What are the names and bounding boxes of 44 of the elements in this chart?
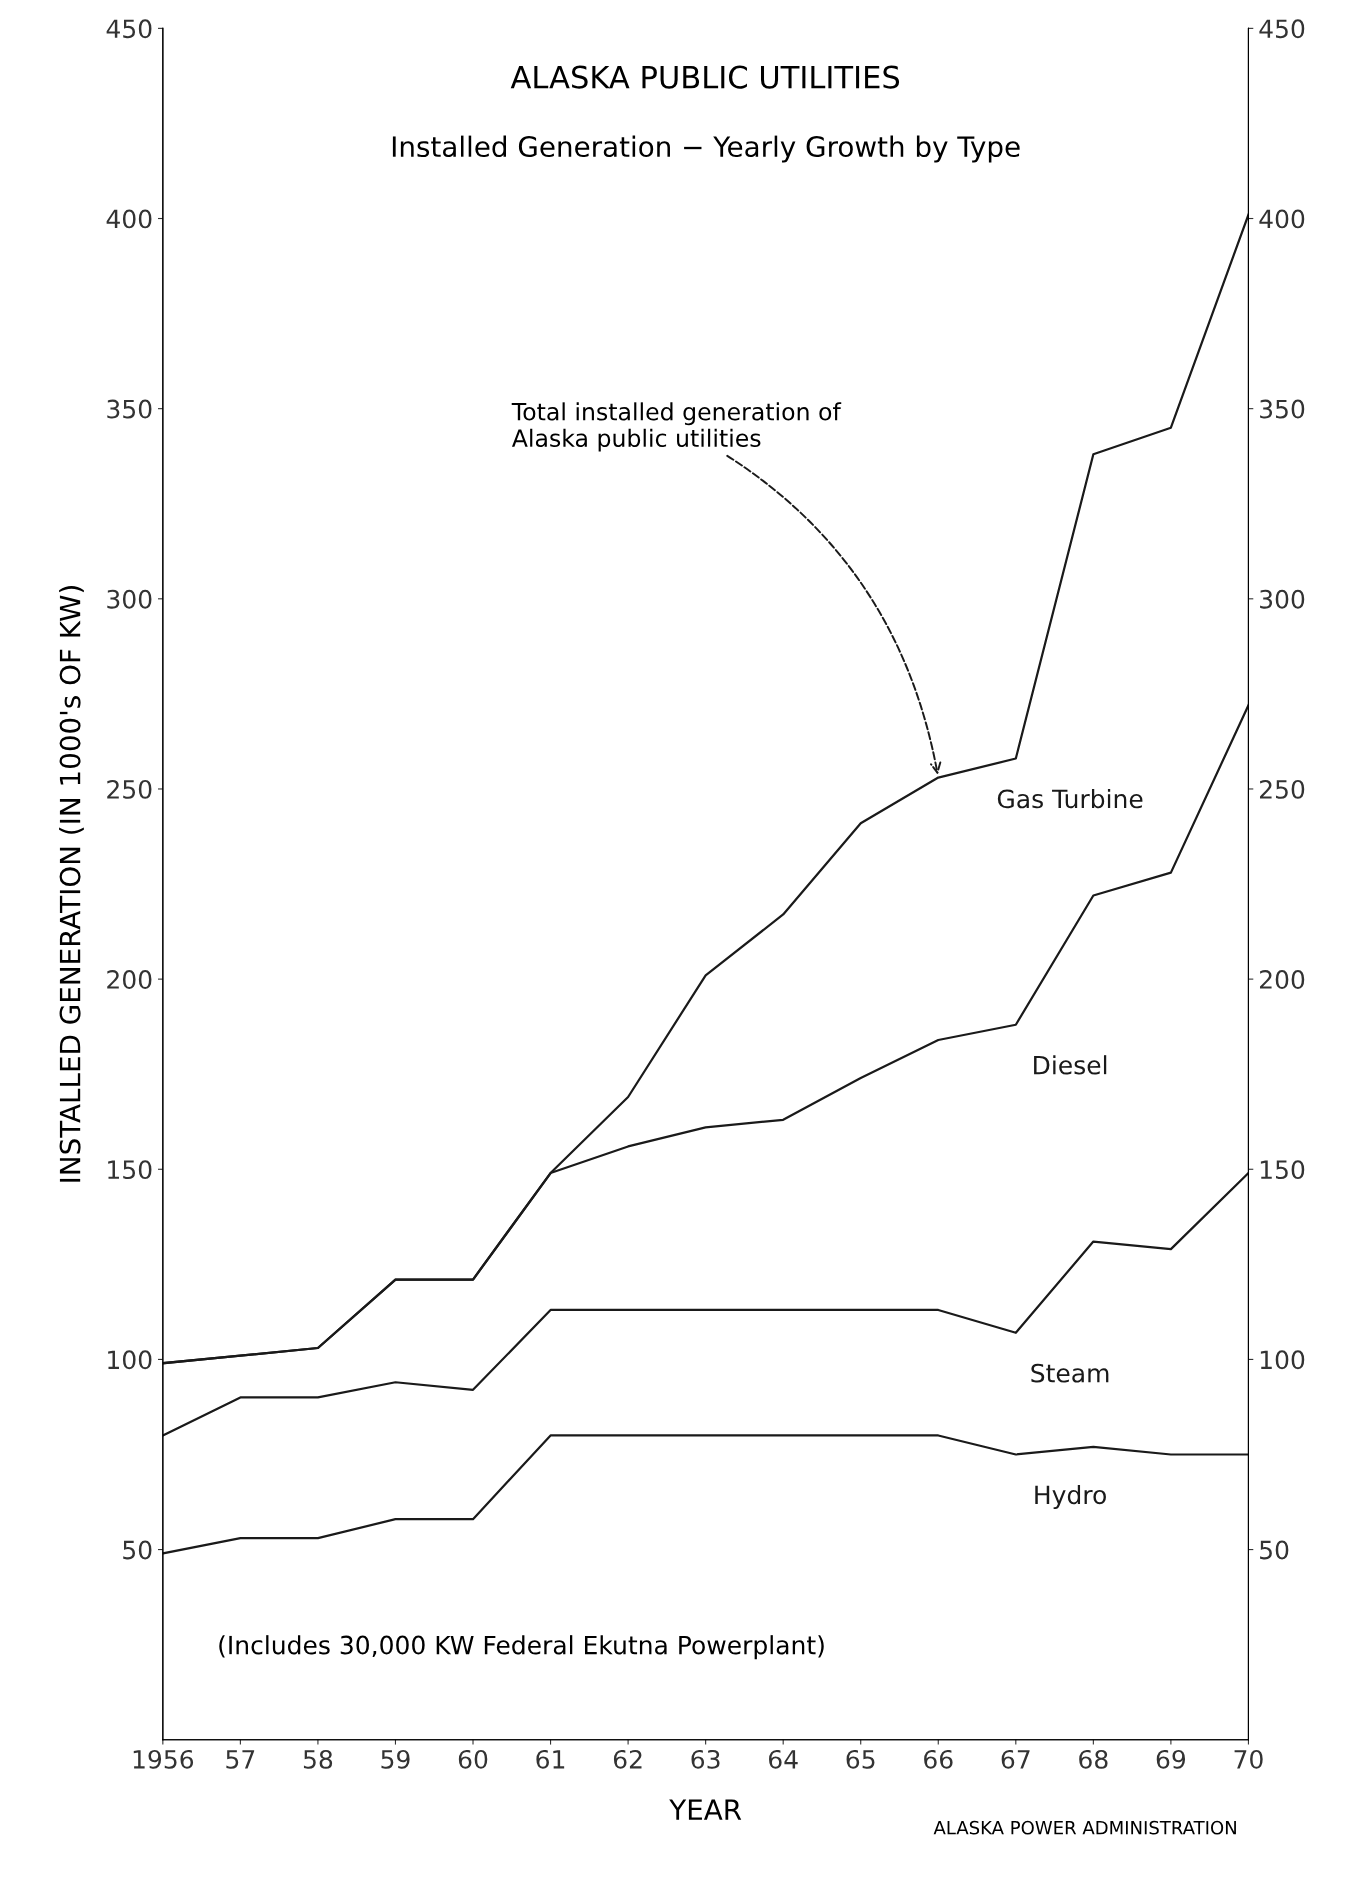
y2-tick-label: 350 <box>1260 399 1305 419</box>
x-tick-label: 57 <box>226 1750 255 1769</box>
series-label: Steam <box>1031 1363 1109 1383</box>
x-tick-label: 67 <box>1001 1749 1030 1769</box>
y2-tick-label: 150 <box>1260 1160 1305 1180</box>
x-tick-label: 59 <box>381 1749 410 1769</box>
series-label: Diesel <box>1034 1055 1107 1075</box>
annotation: Total installed generation of Alaska public utilities <box>511 402 842 452</box>
y-tick-label: 150 <box>108 1160 152 1180</box>
x-tick-label: 66 <box>924 1749 953 1769</box>
text: ALASKA POWER ADMINISTRATION <box>933 1820 1236 1835</box>
y-tick-label: 450 <box>106 19 152 39</box>
series-label: Hydro <box>1035 1484 1106 1510</box>
x-tick-label: 65 <box>846 1749 875 1769</box>
text: Installed Generation − Yearly Growth by Type <box>392 135 1020 163</box>
x-tick-label: 61 <box>536 1749 565 1769</box>
y2-tick-label: 50 <box>1260 1540 1289 1560</box>
y-tick-label: 100 <box>108 1350 152 1370</box>
y-tick-label: 350 <box>107 399 152 419</box>
x-tick-label: 64 <box>769 1749 798 1769</box>
y2-tick-label: 400 <box>1259 209 1305 229</box>
text: ALASKA PUBLIC UTILITIES <box>510 65 900 89</box>
y-tick-label: 200 <box>107 970 152 989</box>
x-tick-label: 69 <box>1156 1749 1186 1769</box>
y2-tick-label: 450 <box>1259 19 1305 39</box>
x-tick-label: 63 <box>691 1749 720 1769</box>
y2-tick-label: 250 <box>1259 779 1305 799</box>
x-tick-label: 1956 <box>133 1749 194 1769</box>
x-tick-label: 58 <box>303 1749 333 1769</box>
y2-tick-label: 100 <box>1260 1350 1305 1370</box>
x-tick-label: 68 <box>1079 1749 1108 1769</box>
y-tick-label: 250 <box>107 779 152 799</box>
x-axis-title: YEAR <box>669 1799 742 1820</box>
annotation: (Includes 30,000 KW Federal Ekutna Powerplant) <box>219 1635 824 1660</box>
x-tick-label: 60 <box>458 1749 488 1769</box>
y-tick-label: 300 <box>107 589 152 609</box>
x-tick-label: 70 <box>1234 1749 1263 1769</box>
y-tick-label: 50 <box>123 1540 152 1560</box>
y-axis-title: INSTALLED GENERATION (IN 1000's OF KW) <box>59 586 84 1182</box>
series-label: Gas Turbine <box>997 788 1143 809</box>
x-tick-label: 62 <box>613 1749 642 1769</box>
y2-tick-label: 200 <box>1259 970 1305 989</box>
y-tick-label: 400 <box>106 209 152 229</box>
y2-tick-label: 300 <box>1260 589 1305 609</box>
